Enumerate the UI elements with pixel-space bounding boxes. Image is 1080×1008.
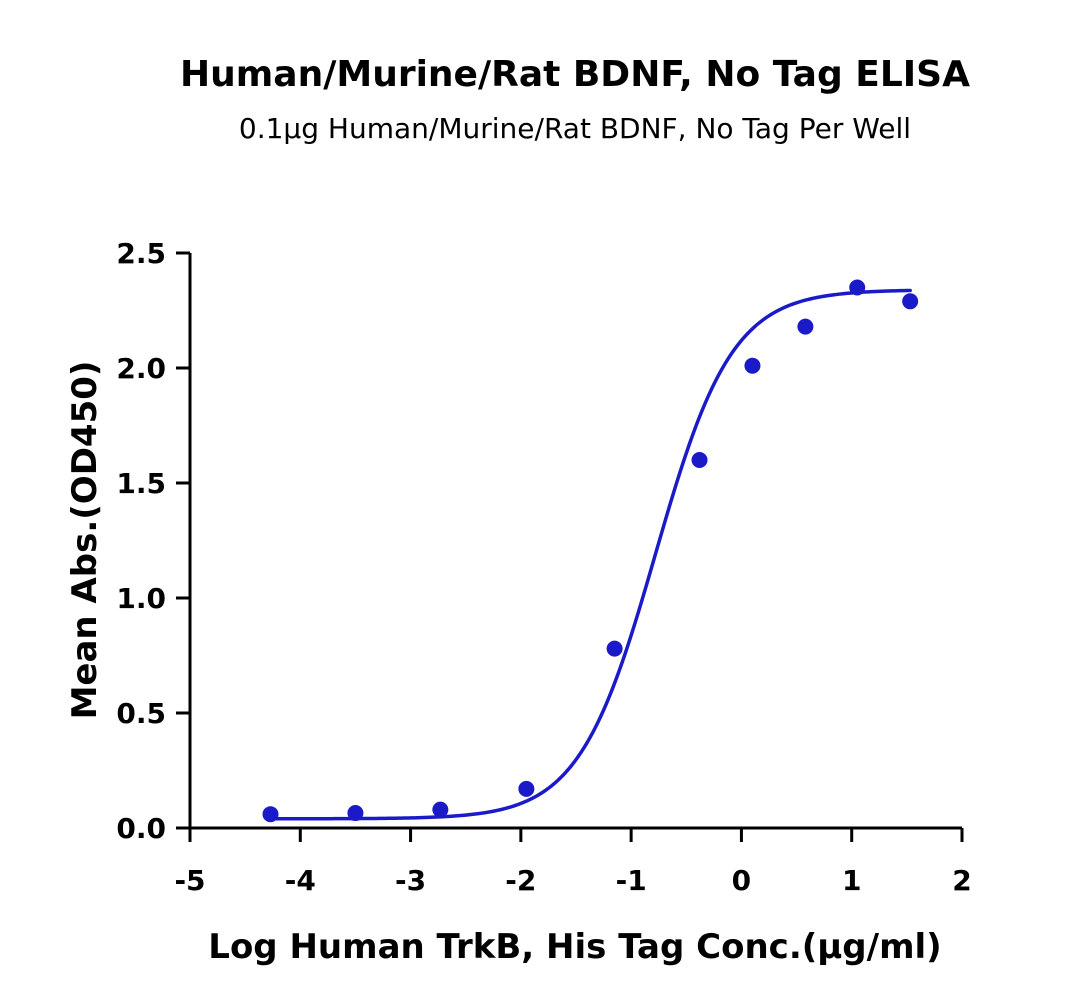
x-tick-label: 0	[732, 864, 751, 897]
x-tick-label: -5	[174, 864, 205, 897]
data-point	[849, 279, 866, 296]
data-point	[744, 357, 761, 374]
data-points	[262, 279, 919, 823]
x-tick-label: 1	[842, 864, 861, 897]
data-point	[691, 452, 708, 468]
chart-title: Human/Murine/Rat BDNF, No Tag ELISA	[180, 54, 970, 95]
y-tick-label: 0.5	[116, 697, 166, 730]
y-tick-label: 1.0	[116, 582, 166, 615]
y-tick-label: 2.5	[116, 237, 166, 270]
y-axis-title: Mean Abs.(OD450)	[65, 361, 105, 720]
x-tick-label: -1	[616, 864, 647, 897]
axes	[188, 253, 962, 830]
y-tick-label: 1.5	[116, 467, 166, 500]
fit-curve	[268, 288, 912, 821]
x-ticks: -5 -4 -3 -2 -1 0 1 2	[174, 828, 972, 897]
data-point	[262, 806, 279, 823]
data-point	[606, 640, 623, 657]
data-point	[902, 293, 919, 310]
x-tick-label: -2	[505, 864, 536, 897]
data-point	[432, 801, 449, 818]
x-axis-title: Log Human TrkB, His Tag Conc.(µg/ml)	[208, 927, 941, 967]
y-tick-label: 0.0	[116, 812, 166, 845]
x-tick-label: 2	[952, 864, 971, 897]
data-point	[518, 780, 535, 797]
chart-subtitle: 0.1µg Human/Murine/Rat BDNF, No Tag Per …	[239, 112, 911, 145]
x-tick-label: -4	[285, 864, 316, 897]
y-ticks: 0.0 0.5 1.0 1.5 2.0 2.5	[116, 237, 190, 845]
y-tick-label: 2.0	[116, 352, 166, 385]
data-point	[347, 805, 364, 822]
x-tick-label: -3	[395, 864, 426, 897]
data-point	[797, 318, 814, 335]
